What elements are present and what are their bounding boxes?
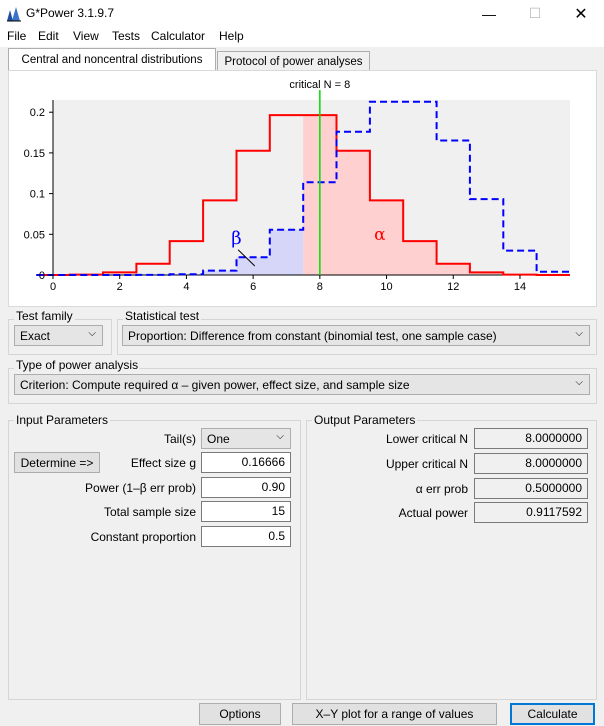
chevron-down-icon: ⌵ — [88, 328, 96, 339]
options-button[interactable]: Options — [199, 703, 281, 725]
power-input[interactable]: 0.90 — [201, 477, 291, 498]
effect-size-label: Effect size g — [130, 456, 196, 470]
power-analysis-label: Type of power analysis — [14, 358, 141, 372]
power-analysis-select[interactable]: Criterion: Compute required α – given po… — [14, 374, 590, 395]
actual-power-label: Actual power — [398, 506, 468, 520]
maximize-button[interactable]: ☐ — [512, 0, 558, 27]
statistical-test-value: Proportion: Difference from constant (bi… — [128, 328, 497, 343]
y-tick-label: 0.1 — [30, 189, 45, 201]
alpha-err-prob-label: α err prob — [415, 482, 468, 496]
window-title: G*Power 3.1.9.7 — [26, 6, 115, 20]
upper-critical-n-value: 8.0000000 — [474, 453, 588, 474]
y-tick-label: 0.05 — [24, 229, 45, 241]
input-parameters-title: Input Parameters — [14, 413, 111, 427]
distribution-chart: 0 2 4 6 8 10 12 14 0 0.05 0.1 0.15 0.2 critical N = 8… — [24, 79, 570, 293]
chart-title: critical N = 8 — [289, 79, 350, 91]
minimize-icon: — — [482, 5, 496, 22]
alpha-annotation: α — [374, 225, 386, 245]
minimize-button[interactable]: — — [466, 0, 512, 27]
menu-edit[interactable]: Edit — [38, 29, 59, 43]
y-tick-label: 0.15 — [24, 148, 45, 160]
chart-panel: 0 2 4 6 8 10 12 14 0 0.05 0.1 0.15 0.2 critical N = 8… — [8, 70, 597, 307]
tab-distributions[interactable]: Central and noncentral distributions — [8, 48, 216, 71]
input-parameters-group — [8, 420, 301, 700]
menu-help[interactable]: Help — [219, 29, 244, 43]
beta-annotation: β — [231, 228, 241, 249]
constant-proportion-label: Constant proportion — [90, 530, 196, 544]
statistical-test-group — [117, 319, 597, 355]
chevron-down-icon: ⌵ — [575, 328, 583, 339]
series-line-1 — [36, 100, 570, 276]
x-tick-label: 12 — [447, 281, 459, 293]
x-tick-label: 0 — [50, 281, 56, 293]
calculate-button[interactable]: Calculate — [510, 703, 595, 725]
statistical-test-select[interactable]: Proportion: Difference from constant (bi… — [122, 325, 590, 346]
determine-button[interactable]: Determine => — [14, 452, 100, 473]
test-family-label: Test family — [14, 309, 75, 323]
lower-critical-n-value: 8.0000000 — [474, 428, 588, 449]
x-tick-label: 2 — [117, 281, 123, 293]
alpha-err-prob-value: 0.5000000 — [474, 478, 588, 499]
tails-value: One — [207, 431, 230, 446]
upper-critical-n-label: Upper critical N — [385, 457, 468, 471]
total-sample-size-label: Total sample size — [103, 505, 196, 519]
tab-protocol[interactable]: Protocol of power analyses — [217, 51, 370, 71]
statistical-test-label: Statistical test — [123, 309, 202, 323]
title-bar — [0, 0, 604, 27]
y-tick-label: 0.2 — [30, 107, 45, 119]
menu-view[interactable]: View — [73, 29, 99, 43]
menu-file[interactable]: File — [7, 29, 27, 43]
lower-critical-n-label: Lower critical N — [385, 432, 468, 446]
xy-plot-button[interactable]: X–Y plot for a range of values — [292, 703, 497, 725]
close-icon: ✕ — [574, 5, 588, 23]
total-sample-size-input[interactable]: 15 — [201, 501, 291, 522]
x-tick-label: 10 — [380, 281, 392, 293]
maximize-icon: ☐ — [528, 5, 542, 21]
power-label: Power (1–β err prob) — [85, 481, 196, 495]
output-parameters-title: Output Parameters — [312, 413, 418, 427]
test-family-value: Exact — [20, 328, 51, 343]
x-tick-label: 14 — [514, 281, 526, 293]
chevron-down-icon: ⌵ — [276, 431, 284, 442]
x-tick-label: 8 — [317, 281, 323, 293]
app-icon — [6, 6, 22, 22]
x-tick-label: 4 — [183, 281, 189, 293]
tails-label: Tail(s) — [164, 432, 196, 446]
menu-bar — [0, 27, 604, 47]
power-analysis-group — [8, 368, 597, 404]
test-family-select[interactable]: Exact ⌵ — [14, 325, 103, 346]
tails-select[interactable]: One ⌵ — [201, 428, 291, 449]
menu-tests[interactable]: Tests — [112, 29, 141, 43]
constant-proportion-input[interactable]: 0.5 — [201, 526, 291, 547]
power-analysis-value: Criterion: Compute required α – given po… — [20, 377, 410, 392]
series-line-0 — [36, 114, 570, 276]
y-tick-label: 0 — [39, 270, 45, 282]
x-tick-label: 6 — [250, 281, 256, 293]
chevron-down-icon: ⌵ — [575, 377, 583, 388]
effect-size-input[interactable]: 0.16666 — [201, 452, 291, 473]
output-parameters-group — [306, 420, 597, 700]
beta-pointer — [237, 249, 256, 267]
close-button[interactable]: ✕ — [558, 0, 604, 27]
actual-power-value: 0.9117592 — [474, 502, 588, 523]
menu-calculator[interactable]: Calculator — [151, 29, 206, 43]
